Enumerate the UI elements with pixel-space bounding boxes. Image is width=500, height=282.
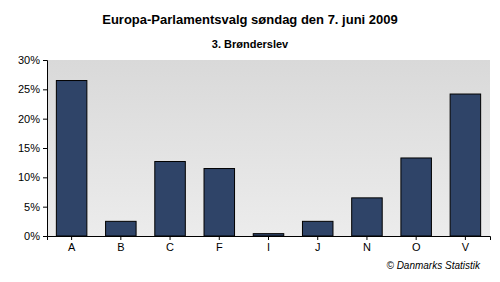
- background: [0, 0, 500, 282]
- tick: V: [462, 236, 470, 253]
- tick: 25%: [18, 83, 47, 95]
- annotation: © Danmarks Statistik: [386, 260, 481, 271]
- tick: B: [117, 236, 124, 253]
- axis-line: [48, 237, 491, 241]
- title: Europa-Parlamentsvalg søndag den 7. juni…: [102, 12, 397, 27]
- chart: Europa-Parlamentsvalg søndag den 7. juni…: [0, 0, 500, 282]
- subtitle: 3. Brønderslev: [212, 38, 289, 50]
- tick: 30%: [18, 54, 47, 66]
- tick-label: V: [462, 241, 470, 253]
- tick: 5%: [24, 201, 47, 213]
- tick-label: 10%: [18, 171, 40, 183]
- bar: [204, 169, 235, 236]
- tick: 0%: [24, 230, 47, 242]
- tick-mark: [71, 236, 72, 240]
- tick: F: [216, 236, 223, 253]
- tick-mark: [219, 236, 220, 240]
- tick-mark: [170, 236, 171, 240]
- tick: A: [68, 236, 76, 253]
- tick: 20%: [18, 113, 47, 125]
- tick-mark: [416, 236, 417, 240]
- tick-label: J: [315, 241, 321, 253]
- tick-mark: [43, 89, 47, 90]
- tick: 15%: [18, 142, 47, 154]
- tick-label: O: [412, 241, 421, 253]
- bar: [253, 234, 284, 236]
- tick-mark: [465, 236, 466, 240]
- bar: [450, 94, 481, 236]
- bars: [56, 81, 480, 236]
- tick-label: B: [117, 241, 124, 253]
- tick-label: 20%: [18, 113, 40, 125]
- tick-mark: [43, 177, 47, 178]
- tick: O: [412, 236, 421, 253]
- x-axis: ABCFIJNOV: [48, 236, 491, 253]
- bar: [302, 221, 333, 236]
- plot: 0% 5% 10% 15% 20% 25% 30% A B C F I J N O V: [18, 54, 491, 253]
- tick-mark: [366, 236, 367, 240]
- plot-area: [47, 60, 490, 236]
- tick-label: C: [166, 241, 174, 253]
- tick-label: 15%: [18, 142, 40, 154]
- tick: 10%: [18, 171, 47, 183]
- tick-mark: [43, 207, 47, 208]
- bar: [401, 158, 432, 236]
- tick-label: 0%: [24, 230, 40, 242]
- tick-label: 25%: [18, 83, 40, 95]
- tick: I: [267, 236, 270, 253]
- tick-mark: [268, 236, 269, 240]
- tick: J: [315, 236, 321, 253]
- bar: [352, 198, 383, 236]
- tick-mark: [43, 236, 47, 237]
- tick-label: 30%: [18, 54, 40, 66]
- tick-label: 5%: [24, 201, 40, 213]
- tick-mark: [43, 148, 47, 149]
- bar: [56, 81, 87, 236]
- tick-label: F: [216, 241, 223, 253]
- tick: N: [363, 236, 371, 253]
- tick: C: [166, 236, 174, 253]
- tick-label: N: [363, 241, 371, 253]
- axis-line: [43, 61, 48, 237]
- tick-label: A: [68, 241, 76, 253]
- tick-mark: [317, 236, 318, 240]
- tick-mark: [43, 60, 47, 61]
- bar: [106, 221, 137, 236]
- tick-mark: [43, 119, 47, 120]
- y-axis: 0% 5% 10% 15% 20% 25% 30%: [18, 54, 48, 242]
- tick-mark: [120, 236, 121, 240]
- bar: [155, 161, 186, 236]
- tick-label: I: [267, 241, 270, 253]
